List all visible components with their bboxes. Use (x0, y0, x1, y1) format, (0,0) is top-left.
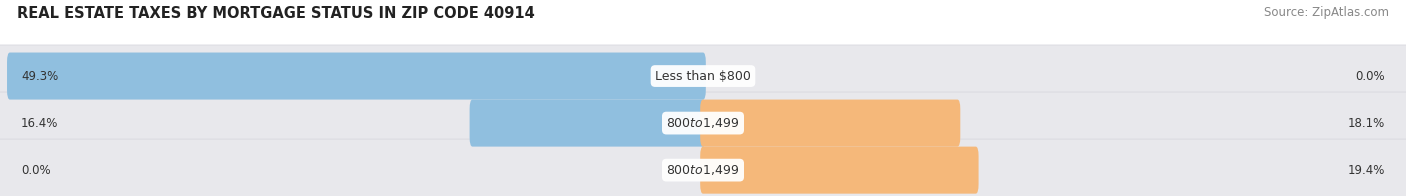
Text: Source: ZipAtlas.com: Source: ZipAtlas.com (1264, 6, 1389, 19)
FancyBboxPatch shape (470, 100, 706, 147)
Text: 49.3%: 49.3% (21, 70, 58, 83)
FancyBboxPatch shape (0, 45, 1406, 107)
FancyBboxPatch shape (7, 53, 706, 100)
Text: 16.4%: 16.4% (21, 117, 59, 130)
Text: 0.0%: 0.0% (1355, 70, 1385, 83)
Text: 0.0%: 0.0% (21, 164, 51, 177)
Text: Less than $800: Less than $800 (655, 70, 751, 83)
FancyBboxPatch shape (0, 92, 1406, 154)
Text: REAL ESTATE TAXES BY MORTGAGE STATUS IN ZIP CODE 40914: REAL ESTATE TAXES BY MORTGAGE STATUS IN … (17, 6, 534, 21)
Text: 19.4%: 19.4% (1347, 164, 1385, 177)
Text: $800 to $1,499: $800 to $1,499 (666, 116, 740, 130)
Text: $800 to $1,499: $800 to $1,499 (666, 163, 740, 177)
FancyBboxPatch shape (700, 147, 979, 194)
FancyBboxPatch shape (0, 139, 1406, 196)
FancyBboxPatch shape (700, 100, 960, 147)
Text: 18.1%: 18.1% (1348, 117, 1385, 130)
